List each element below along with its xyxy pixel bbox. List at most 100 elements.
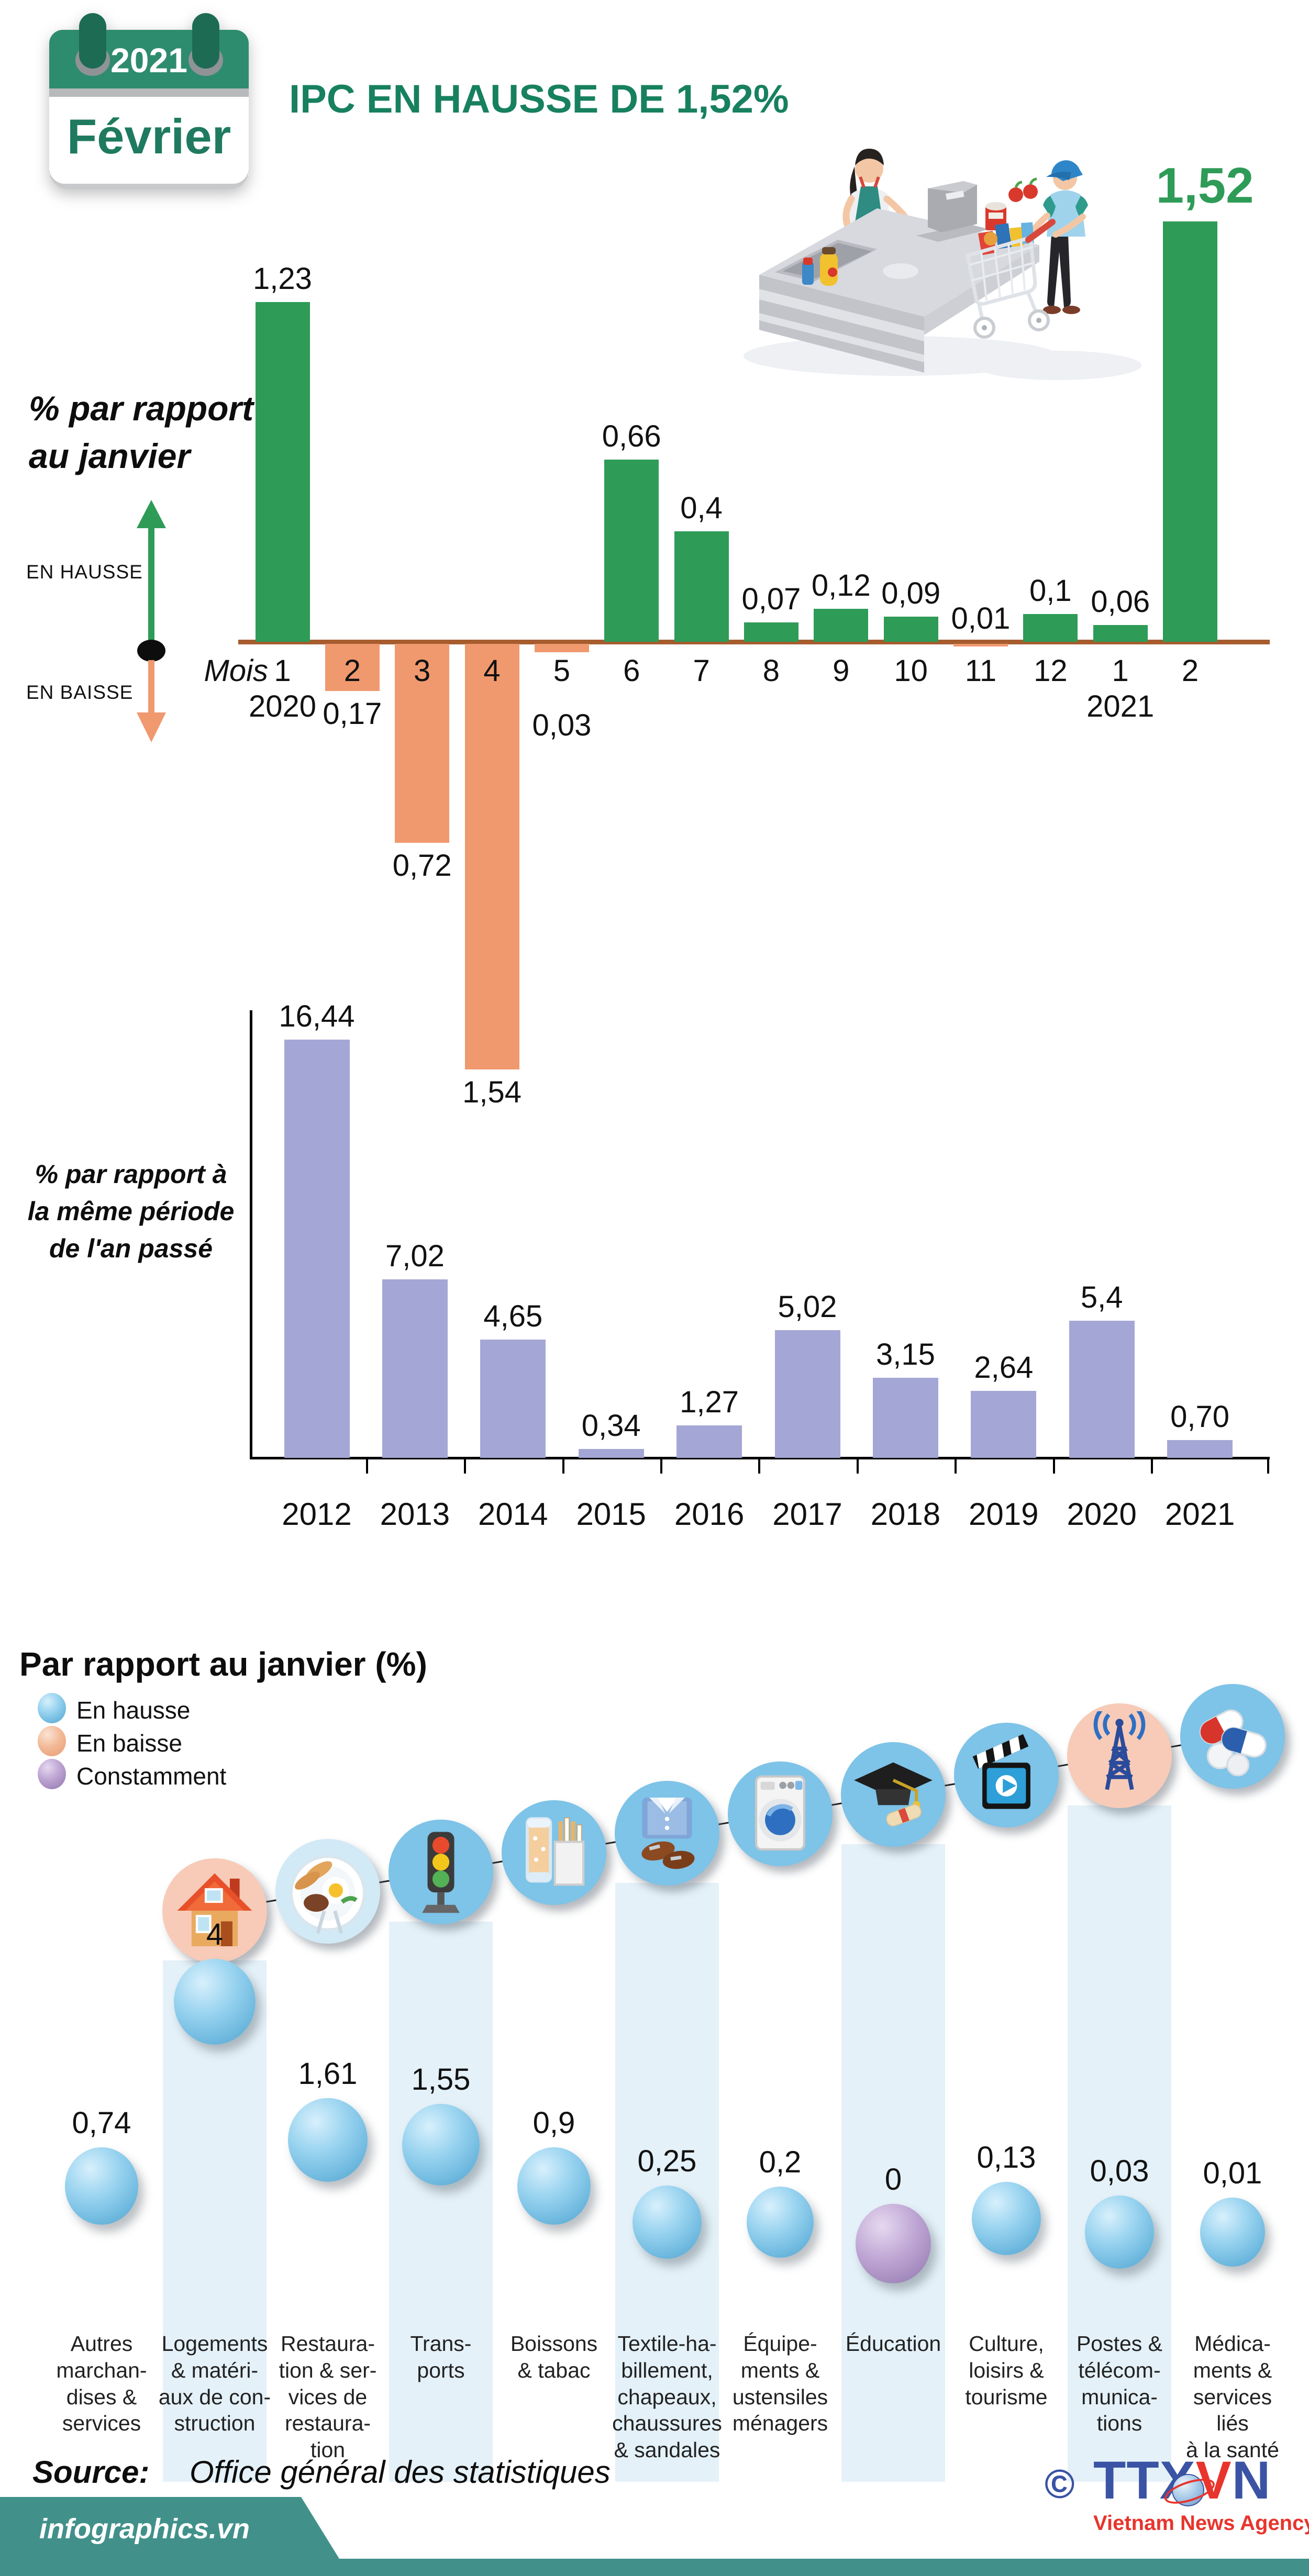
month-label: 5 — [553, 654, 571, 688]
bubble-value-textile-habillement: 0,25 — [637, 2144, 697, 2178]
bar-value-label: 4,65 — [483, 1299, 543, 1333]
house-icon — [177, 1873, 252, 1946]
chart2-yaxis — [250, 1010, 252, 1459]
bar-year-2018 — [872, 1377, 938, 1458]
bubble-transports — [402, 2104, 480, 2185]
axis-tick — [1052, 1458, 1055, 1474]
bubble-postes-telecom — [1085, 2195, 1154, 2269]
category-label-textile-habillement: Textile-ha- billement, chapeaux, chaussu… — [612, 2332, 722, 2462]
chart2-ylabel: % par rapport à la même période de l'an … — [16, 1156, 246, 1267]
axis-tick — [955, 1458, 957, 1474]
bubble-value-postes-telecom: 0,03 — [1090, 2154, 1149, 2188]
clothing-icon — [615, 1781, 719, 1886]
medicine-icon — [1180, 1684, 1285, 1789]
bar-value-label: 0,34 — [581, 1409, 641, 1443]
calendar-ring-left — [79, 13, 106, 69]
bar-year-2012 — [284, 1040, 350, 1458]
bubble-value-restauration: 1,61 — [298, 2057, 358, 2091]
bar-value-label: 0,01 — [951, 601, 1011, 635]
bar-value-label: 0,72 — [392, 849, 452, 883]
bar-month-8-7 — [744, 622, 798, 642]
traffic-light-icon — [422, 1832, 460, 1913]
bar-year-2020 — [1069, 1320, 1135, 1458]
bubble-value-culture-loisirs: 0,13 — [977, 2140, 1036, 2174]
drinks-tobacco-icon — [526, 1817, 585, 1886]
axis-tick — [464, 1458, 467, 1474]
month-label: 12 — [1034, 654, 1068, 688]
bubble-textile-habillement — [633, 2185, 702, 2259]
category-label-transports: Trans- ports — [410, 2332, 472, 2382]
bar-value-label: 0,4 — [680, 490, 723, 525]
bar-value-label: 1,27 — [680, 1385, 739, 1420]
graduation-icon — [841, 1742, 946, 1847]
ttxvn-logo: TTXVN — [1093, 2450, 1271, 2511]
bar-value-label: 7,02 — [385, 1239, 445, 1273]
calendar-icon: 2021 Février — [49, 13, 249, 193]
axis-tick — [1267, 1458, 1269, 1474]
bubble-value-equipements-menagers: 0,2 — [759, 2145, 802, 2179]
bar-value-label: 3,15 — [875, 1337, 935, 1371]
calendar-month: Février — [66, 109, 231, 164]
calendar-bottom — [49, 168, 249, 184]
logo-letter-T: T — [1093, 2450, 1127, 2510]
year-label: 2015 — [576, 1497, 646, 1532]
category-label-medicaments-sante: Médica- ments & services liés à la santé — [1186, 2332, 1279, 2462]
bubble-value-logements: 4 — [206, 1917, 224, 1951]
year-mark-2020: 2020 — [248, 689, 317, 723]
cinema-icon — [954, 1723, 1059, 1827]
month-label: 11 — [964, 654, 997, 688]
axis-tick — [562, 1458, 564, 1474]
bar-value-label: 1,54 — [462, 1075, 522, 1110]
chart1-ylabel: % par rapport au janvier — [29, 385, 253, 480]
bar-month-1-12 — [1093, 625, 1148, 642]
month-label: 1 — [274, 654, 291, 688]
month-label: 4 — [483, 654, 501, 688]
category-label-boissons-tabac: Boissons & tabac — [510, 2332, 598, 2382]
section-categories-title: Par rapport au janvier (%) — [19, 1645, 427, 1683]
agency-name: Vietnam News Agency — [1093, 2512, 1309, 2535]
chart1-ylabel-line2: au janvier — [29, 437, 191, 476]
column-band-textile-habillement — [615, 1883, 719, 2482]
legend-flat-label: Constamment — [76, 1763, 227, 1790]
chart1-axis-caption: Mois — [204, 654, 268, 688]
customer — [1028, 160, 1088, 314]
column-band-logements — [163, 1960, 267, 2482]
bar-year-2014 — [480, 1340, 546, 1458]
axis-tick — [856, 1458, 859, 1474]
page-title: IPC EN HAUSSE DE 1,52% — [289, 77, 789, 121]
bar-month-9-8 — [814, 608, 869, 642]
column-band-postes-telecom — [1068, 1805, 1171, 2482]
bar-year-2013 — [382, 1279, 448, 1458]
chart2-ylabel-line1: % par rapport à — [35, 1159, 227, 1189]
bar-value-label: 0,1 — [1029, 574, 1072, 608]
medicine-icon — [1200, 1709, 1267, 1777]
year-label: 2014 — [478, 1497, 548, 1532]
supermarket-illustration — [744, 149, 1141, 380]
bar-value-label: 0,17 — [323, 696, 382, 731]
bubble-value-education: 0 — [884, 2162, 902, 2196]
bar-value-label: 0,06 — [1091, 585, 1150, 619]
chart1-ylabel-line1: % par rapport — [29, 389, 254, 428]
category-label-culture-loisirs: Culture, loisirs & tourisme — [965, 2332, 1048, 2409]
month-label: 6 — [623, 654, 640, 688]
month-label: 1 — [1112, 654, 1129, 688]
bar-month-3-2 — [395, 644, 450, 843]
category-label-equipements-menagers: Équipe- ments & ustensiles ménagers — [732, 2332, 828, 2436]
globe-icon — [1172, 2474, 1204, 2506]
chart2-ylabel-line2: la même période — [27, 1197, 235, 1226]
bar-month-5-4 — [534, 644, 589, 652]
bubble-medicaments-sante — [1200, 2198, 1265, 2267]
bar-month-12-11 — [1023, 614, 1078, 642]
category-label-restauration: Restaura- tion & ser- vices de restaura-… — [279, 2332, 377, 2462]
bar-value-label: 0,07 — [741, 582, 801, 617]
axis-tick — [1150, 1458, 1153, 1474]
bar-month-2-13 — [1163, 221, 1218, 642]
bubble-culture-loisirs — [972, 2182, 1041, 2255]
bar-month-10-9 — [883, 617, 938, 642]
bar-month-11-10 — [953, 644, 1008, 647]
logo-letter-V: V — [1195, 2450, 1232, 2510]
month-label: 7 — [693, 654, 710, 688]
legend-up-sphere-icon — [38, 1693, 66, 1723]
axis-tick — [365, 1458, 368, 1474]
